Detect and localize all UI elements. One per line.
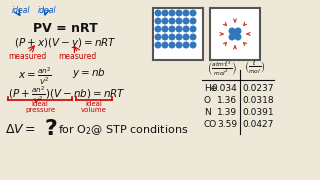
Circle shape [190, 10, 196, 16]
Text: for O$_2$@ STP conditions: for O$_2$@ STP conditions [58, 123, 188, 137]
Circle shape [183, 18, 189, 24]
Circle shape [155, 34, 161, 40]
Circle shape [190, 26, 196, 32]
Text: O: O [204, 96, 211, 105]
Circle shape [155, 18, 161, 24]
Text: 1.36: 1.36 [217, 96, 237, 105]
Text: ideal: ideal [12, 6, 30, 15]
Circle shape [169, 34, 175, 40]
Circle shape [169, 26, 175, 32]
Circle shape [190, 34, 196, 40]
Text: $x = \frac{an^2}{V^2}$: $x = \frac{an^2}{V^2}$ [18, 66, 52, 87]
Text: 3.59: 3.59 [217, 120, 237, 129]
Circle shape [162, 26, 168, 32]
Text: $\left(\frac{\ell}{mol}\right)$: $\left(\frac{\ell}{mol}\right)$ [244, 60, 266, 76]
Text: 0.0237: 0.0237 [243, 84, 274, 93]
Text: PV = nRT: PV = nRT [33, 22, 97, 35]
Text: ideal: ideal [32, 101, 48, 107]
Text: ideal: ideal [38, 6, 57, 15]
Text: $(P + \frac{an^2}{V^2})(V - nb) = nRT$: $(P + \frac{an^2}{V^2})(V - nb) = nRT$ [8, 85, 126, 106]
Text: CO: CO [204, 120, 217, 129]
Text: pressure: pressure [25, 107, 55, 113]
Text: 0.0427: 0.0427 [243, 120, 274, 129]
Text: measured: measured [8, 52, 46, 61]
Circle shape [176, 42, 182, 48]
Text: 1.39: 1.39 [217, 108, 237, 117]
Text: volume: volume [81, 107, 107, 113]
Circle shape [183, 26, 189, 32]
Circle shape [232, 31, 238, 37]
Circle shape [176, 26, 182, 32]
Circle shape [190, 42, 196, 48]
Circle shape [155, 42, 161, 48]
Text: ?: ? [44, 119, 57, 139]
Circle shape [183, 10, 189, 16]
Circle shape [169, 42, 175, 48]
Text: measured: measured [58, 52, 96, 61]
Circle shape [176, 34, 182, 40]
Circle shape [235, 28, 241, 34]
Text: $(P + x)(V - y) = nRT$: $(P + x)(V - y) = nRT$ [13, 36, 116, 50]
Text: $y = nb$: $y = nb$ [72, 66, 106, 80]
Circle shape [235, 34, 241, 40]
Text: He: He [204, 84, 216, 93]
Circle shape [176, 18, 182, 24]
Circle shape [169, 18, 175, 24]
Circle shape [169, 10, 175, 16]
Text: $\left(\frac{atm{\cdot}\ell^2}{mol^2}\right)$: $\left(\frac{atm{\cdot}\ell^2}{mol^2}\ri… [207, 60, 237, 78]
Circle shape [155, 10, 161, 16]
Bar [210, 8, 260, 60]
Text: 0.0391: 0.0391 [242, 108, 274, 117]
Circle shape [183, 42, 189, 48]
Text: 0.0318: 0.0318 [242, 96, 274, 105]
Circle shape [176, 10, 182, 16]
Text: 0.034: 0.034 [211, 84, 237, 93]
Bar [153, 8, 203, 60]
Circle shape [155, 26, 161, 32]
Text: $\Delta V =$: $\Delta V =$ [5, 123, 36, 136]
Circle shape [162, 18, 168, 24]
Circle shape [229, 28, 235, 34]
Circle shape [229, 34, 235, 40]
Circle shape [183, 34, 189, 40]
Circle shape [162, 10, 168, 16]
Text: ideal: ideal [85, 101, 102, 107]
Circle shape [162, 42, 168, 48]
Circle shape [162, 34, 168, 40]
Circle shape [190, 18, 196, 24]
Text: N: N [204, 108, 211, 117]
